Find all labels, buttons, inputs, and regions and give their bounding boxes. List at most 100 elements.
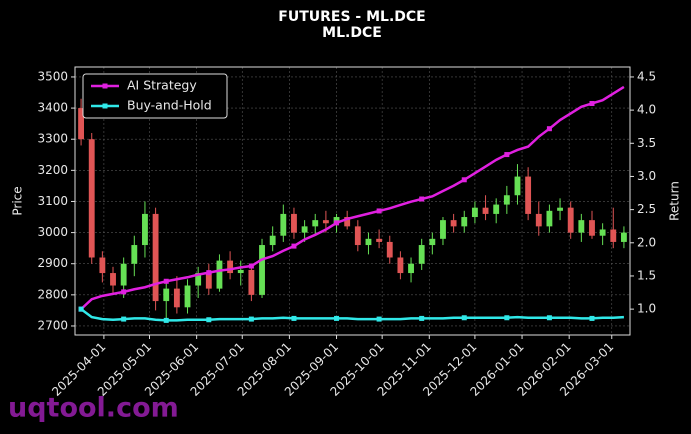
series-marker — [376, 208, 382, 214]
candle-body — [535, 213, 542, 227]
candle-body — [578, 220, 585, 233]
y-axis-label: Price — [11, 186, 25, 215]
y2-tick-label: 2.0 — [637, 235, 656, 249]
candle-body — [567, 207, 574, 233]
candle-body — [173, 288, 180, 308]
candle-body — [440, 220, 446, 239]
series-marker — [419, 315, 425, 321]
candle-body — [110, 273, 116, 286]
plot-frame — [74, 66, 631, 336]
candle-body — [386, 241, 393, 258]
candle-body — [610, 229, 617, 242]
candle-body — [365, 238, 372, 246]
series-line — [80, 308, 624, 322]
y2-tick-label: 1.5 — [637, 268, 656, 282]
candle-body — [471, 207, 478, 218]
candle-body — [99, 257, 106, 274]
candle-body — [312, 220, 319, 227]
y-tick-label: 3100 — [37, 194, 68, 208]
candle-body — [546, 210, 553, 227]
y2-tick-label: 4.0 — [637, 103, 656, 117]
candle-body — [291, 213, 297, 233]
y-tick-label: 3000 — [37, 225, 68, 239]
y-tick-label: 2800 — [37, 287, 68, 301]
legend-label: AI Strategy — [127, 78, 197, 93]
series-line — [80, 85, 625, 311]
series-marker — [248, 263, 254, 269]
candle-body — [205, 273, 212, 289]
series-marker — [504, 152, 510, 158]
candle-body — [322, 220, 329, 224]
y-tick-label: 3300 — [37, 132, 68, 146]
candle-body — [184, 285, 191, 308]
series-marker — [334, 315, 340, 321]
series-marker — [461, 177, 467, 183]
candle-body — [195, 273, 202, 286]
candle-body — [461, 217, 468, 227]
legend-label: Buy-and-Hold — [127, 98, 212, 113]
series-marker — [546, 315, 552, 321]
y-tick-label: 3500 — [37, 69, 68, 83]
candle-body — [216, 260, 223, 289]
series-marker — [461, 315, 467, 321]
candle-body — [280, 213, 287, 236]
candle-body — [120, 263, 127, 286]
y-tick-label: 3400 — [37, 101, 68, 115]
series-marker — [121, 289, 127, 295]
series-marker — [291, 315, 297, 321]
candle-body — [557, 207, 563, 211]
y-tick-label: 2900 — [37, 256, 68, 270]
candle-body — [503, 195, 510, 205]
y2-tick-label: 4.5 — [637, 69, 656, 83]
chart-title: FUTURES - ML.DCE — [278, 9, 425, 25]
series-marker — [334, 220, 340, 226]
candle-body — [482, 207, 489, 214]
legend-marker — [102, 103, 108, 109]
y2-axis-label: Return — [668, 181, 682, 221]
series-marker — [419, 196, 425, 202]
y2-tick-label: 3.5 — [637, 136, 656, 150]
y2-tick-label: 3.0 — [637, 169, 656, 183]
candle-body — [397, 257, 404, 274]
series-marker — [504, 315, 510, 321]
candle-body — [301, 226, 308, 233]
candle-body — [429, 238, 436, 246]
candle-body — [78, 108, 85, 140]
series-marker — [121, 316, 127, 322]
series-marker — [163, 278, 169, 284]
y2-tick-label: 1.0 — [637, 302, 656, 316]
series-marker — [589, 100, 595, 106]
series-marker — [206, 317, 212, 323]
candle-body — [237, 269, 244, 274]
candle-body — [620, 232, 627, 242]
candle-body — [514, 176, 521, 196]
legend-marker — [102, 83, 108, 89]
candle-body — [88, 139, 95, 258]
candle-body — [333, 217, 340, 224]
candle-body — [493, 204, 500, 214]
candle-body — [344, 217, 351, 227]
y-tick-label: 3200 — [37, 163, 68, 177]
candle-body — [408, 263, 414, 274]
candle-body — [376, 238, 383, 242]
candle-body — [163, 288, 170, 302]
series-marker — [291, 243, 297, 249]
candle-body — [248, 269, 255, 295]
candle-body — [525, 176, 532, 214]
candle-body — [450, 220, 457, 227]
candle-body — [599, 229, 606, 236]
candle-body — [227, 260, 234, 274]
series-marker — [248, 316, 254, 322]
candle-body — [269, 235, 276, 246]
series-marker — [589, 315, 595, 321]
candle-body — [354, 226, 361, 246]
candle-body — [418, 245, 425, 264]
chart-subtitle: ML.DCE — [322, 25, 382, 41]
series-marker — [78, 306, 84, 312]
candle-body — [131, 245, 138, 264]
series-marker — [546, 126, 552, 132]
candle-body — [259, 245, 265, 295]
watermark: uqtool.com — [8, 393, 179, 424]
series-marker — [376, 316, 382, 322]
